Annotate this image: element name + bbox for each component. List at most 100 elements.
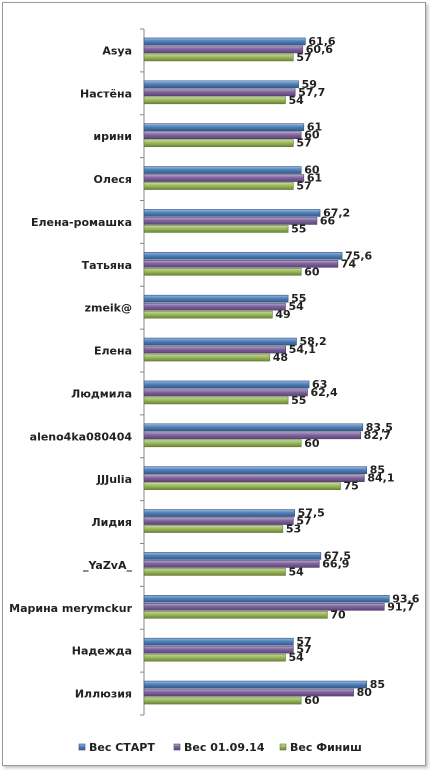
category-label: Татьяна <box>82 259 132 272</box>
legend-label: Вес Финиш <box>290 741 362 754</box>
data-label: 57 <box>296 180 311 193</box>
bar <box>143 517 294 525</box>
data-label: 67,5 <box>324 549 351 562</box>
data-label: 55 <box>291 394 306 407</box>
bar <box>143 696 302 705</box>
bar <box>143 568 286 576</box>
bar <box>143 466 367 474</box>
bar <box>143 252 343 260</box>
data-label: 93,6 <box>392 592 419 605</box>
bar <box>143 337 297 346</box>
bar <box>143 166 302 174</box>
bar <box>143 294 289 303</box>
data-label: 83,5 <box>366 421 393 434</box>
chart-axes <box>140 28 145 716</box>
category-label: Елена-ромашка <box>31 216 132 229</box>
data-label: 54 <box>288 300 304 313</box>
legend-label: Вес 01.09.14 <box>184 741 265 754</box>
bar <box>143 182 294 190</box>
chart-value-labels: 61,660,6575957,75461605760615767,2665575… <box>273 35 420 707</box>
bar <box>143 645 294 654</box>
bar <box>143 396 289 405</box>
data-label: 74 <box>341 257 357 270</box>
bar <box>143 174 305 182</box>
bar <box>143 525 284 533</box>
bar <box>143 353 271 362</box>
category-label: Иллюзия <box>75 688 132 701</box>
data-label: 57 <box>296 137 311 150</box>
data-label: 60 <box>304 164 320 177</box>
bar <box>143 611 328 619</box>
data-label: 60 <box>304 694 320 707</box>
bar <box>143 268 302 276</box>
data-label: 55 <box>291 292 306 305</box>
bar <box>143 345 287 354</box>
legend-swatch <box>279 743 287 751</box>
data-label: 60,6 <box>306 43 333 56</box>
chart-frame: 61,6 60,6 57 59 57,7 54 61 60 57 60 61 57 67,2 66 55 75… <box>2 2 426 766</box>
data-label: 58,2 <box>299 335 326 348</box>
data-label: 54 <box>288 94 304 107</box>
bar <box>143 260 339 268</box>
bar <box>143 680 367 689</box>
bar <box>143 310 273 319</box>
data-label: 66,9 <box>322 557 349 570</box>
bar <box>143 302 286 311</box>
data-label: 80 <box>357 686 373 699</box>
data-label: 48 <box>273 351 288 364</box>
data-label: 61 <box>307 121 322 134</box>
category-label: Настёна <box>80 87 132 100</box>
bar <box>143 139 294 147</box>
data-label: 55 <box>291 222 306 235</box>
data-label: 60 <box>304 437 320 450</box>
category-label: _YaZvA_ <box>83 559 133 572</box>
data-label: 57,7 <box>298 86 325 99</box>
data-label: 57 <box>296 635 311 648</box>
bar <box>143 45 304 54</box>
data-label: 66 <box>320 214 336 227</box>
bar <box>143 423 364 432</box>
bar <box>143 388 308 397</box>
data-label: 85 <box>370 464 385 477</box>
bar <box>143 560 320 568</box>
data-label: 61,6 <box>308 35 335 48</box>
data-label: 54,1 <box>289 343 316 356</box>
category-label: ирини <box>93 130 132 143</box>
data-label: 67,2 <box>323 206 350 219</box>
data-label: 49 <box>275 308 290 321</box>
data-label: 59 <box>302 78 317 91</box>
data-label: 57,5 <box>298 507 325 520</box>
data-label: 57 <box>296 643 311 656</box>
bar <box>143 431 361 440</box>
legend-swatch <box>173 743 181 751</box>
data-label: 82,7 <box>364 429 391 442</box>
bar <box>143 96 286 105</box>
bar <box>143 482 341 490</box>
bar <box>143 552 322 560</box>
category-label: Олеся <box>94 173 132 186</box>
data-label: 63 <box>312 378 327 391</box>
bar-chart: 61,660,6575957,75461605760615767,2665575… <box>9 28 420 754</box>
legend-label: Вес СТАРТ <box>89 741 155 754</box>
bar <box>143 225 289 233</box>
data-label: 60 <box>304 129 320 142</box>
bar <box>143 509 295 517</box>
chart-legend: Вес СТАРТ Вес 01.09.14 Вес Финиш <box>78 741 362 754</box>
bar <box>143 380 310 389</box>
chart-category-labels: Asya Настёна ирини Олеся Елена-ромашка Татьян… <box>9 44 132 700</box>
bar <box>143 637 294 646</box>
category-label: aleno4ka080404 <box>30 430 133 443</box>
data-label: 53 <box>286 523 301 536</box>
bar <box>143 474 365 482</box>
category-label: Лидия <box>92 516 133 529</box>
bar <box>143 209 321 217</box>
category-label: JJJulia <box>96 473 132 486</box>
category-label: Елена <box>94 345 132 358</box>
category-label: Надежда <box>72 645 132 658</box>
bar <box>143 80 299 89</box>
category-label: zmeik@ <box>85 302 132 315</box>
data-label: 57 <box>296 51 311 64</box>
bar <box>143 439 302 448</box>
category-label: Людмила <box>71 387 132 400</box>
bar <box>143 603 385 611</box>
